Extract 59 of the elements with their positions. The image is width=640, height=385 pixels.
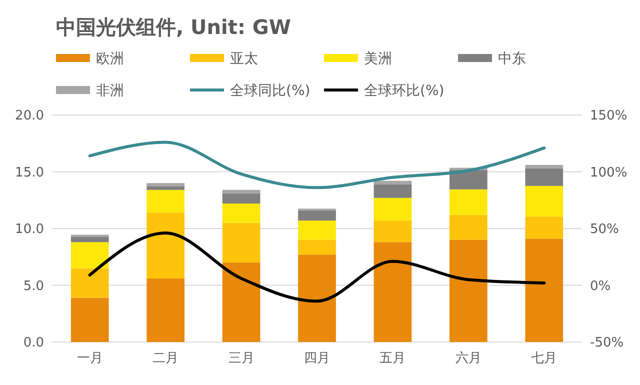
y2-tick-label: 150%	[590, 108, 628, 124]
bar	[450, 240, 488, 342]
bar	[146, 183, 184, 187]
legend-label: 欧洲	[96, 50, 124, 67]
bar	[222, 204, 260, 223]
bar	[525, 238, 564, 342]
bar	[374, 220, 412, 242]
legend-label: 全球同比(%)	[230, 82, 310, 99]
bar	[374, 242, 412, 342]
y-tick-label: 5.0	[23, 278, 44, 294]
legend-label: 美洲	[364, 50, 392, 67]
bar	[70, 298, 109, 342]
bar	[222, 190, 260, 194]
bar	[374, 184, 412, 198]
bar	[525, 164, 564, 168]
line-series	[88, 140, 546, 190]
x-tick-label: 一月	[76, 351, 103, 366]
bar	[298, 254, 336, 342]
y-tick-label: 0.0	[23, 336, 44, 351]
line-series	[88, 232, 546, 303]
legend-label: 非洲	[96, 82, 124, 99]
bar	[146, 186, 184, 190]
bar	[525, 168, 564, 186]
x-tick-label: 五月	[380, 351, 406, 366]
x-tick-label: 四月	[304, 351, 330, 366]
bar	[70, 234, 109, 238]
bar	[450, 170, 488, 190]
legend-label: 亚太	[230, 50, 258, 67]
legend-label: 中东	[498, 50, 526, 67]
x-tick-label: 三月	[228, 351, 254, 366]
y2-tick-label: 0%	[590, 278, 611, 294]
bar	[70, 268, 109, 298]
bar	[450, 189, 488, 215]
bar	[525, 216, 564, 239]
bar	[222, 262, 260, 342]
bar	[146, 212, 184, 278]
x-tick-label: 二月	[152, 351, 179, 366]
y2-tick-label: 100%	[590, 165, 628, 180]
x-tick-label: 七月	[531, 351, 558, 366]
y2-tick-label: 50%	[590, 222, 619, 238]
chart-title: 中国光伏组件, Unit: GW	[56, 15, 291, 39]
bar	[298, 210, 336, 221]
bar	[374, 198, 412, 221]
bar	[146, 278, 184, 342]
y-tick-label: 20.0	[15, 108, 44, 124]
bar	[70, 237, 109, 242]
bar	[146, 190, 184, 213]
bar	[525, 186, 564, 217]
bar	[222, 222, 260, 263]
bar	[298, 220, 336, 240]
y-tick-label: 15.0	[15, 165, 44, 180]
y-tick-label: 10.0	[15, 222, 44, 238]
y2-tick-label: -50%	[590, 336, 624, 351]
legend-label: 全球环比(%)	[364, 82, 444, 99]
x-tick-label: 六月	[455, 351, 482, 366]
bar	[70, 242, 109, 268]
bar	[298, 240, 336, 255]
bar	[222, 193, 260, 204]
bar	[450, 214, 488, 240]
